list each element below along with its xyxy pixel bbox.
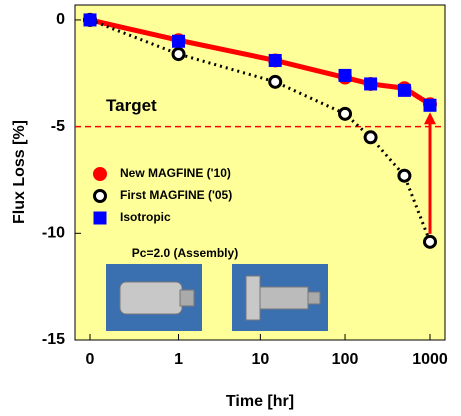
legend-marker [93, 211, 107, 225]
x-axis-label: Time [hr] [226, 393, 294, 410]
y-tick-label: -15 [42, 331, 65, 348]
legend-label: New MAGFINE ('10) [120, 166, 231, 180]
marker [171, 47, 186, 62]
marker [268, 74, 283, 89]
marker [338, 106, 353, 121]
x-tick-label: 0 [86, 351, 95, 368]
marker [363, 130, 378, 145]
x-tick-label: 100 [332, 351, 359, 368]
photo [232, 264, 328, 331]
y-tick-label: 0 [56, 11, 65, 28]
marker [423, 234, 437, 249]
x-tick-label: 10 [251, 351, 269, 368]
marker [268, 53, 282, 67]
marker [364, 77, 378, 91]
legend-marker [93, 167, 107, 181]
legend-marker [93, 189, 107, 203]
legend-label: Isotropic [120, 210, 171, 224]
marker [397, 83, 411, 97]
photo-caption: Pc=2.0 (Assembly) [132, 246, 238, 260]
target-label: Target [106, 96, 157, 115]
arrow-head [424, 112, 436, 125]
y-tick-label: -5 [51, 118, 65, 135]
marker [397, 168, 412, 183]
x-tick-label: 1000 [412, 351, 448, 368]
marker [423, 98, 437, 112]
photo [106, 264, 202, 331]
marker [338, 68, 352, 82]
marker [172, 34, 186, 48]
y-axis-label: Flux Loss [%] [11, 120, 28, 224]
marker [83, 13, 97, 27]
x-tick-label: 1 [174, 351, 183, 368]
y-tick-label: -10 [42, 225, 65, 242]
legend-label: First MAGFINE ('05) [120, 188, 232, 202]
